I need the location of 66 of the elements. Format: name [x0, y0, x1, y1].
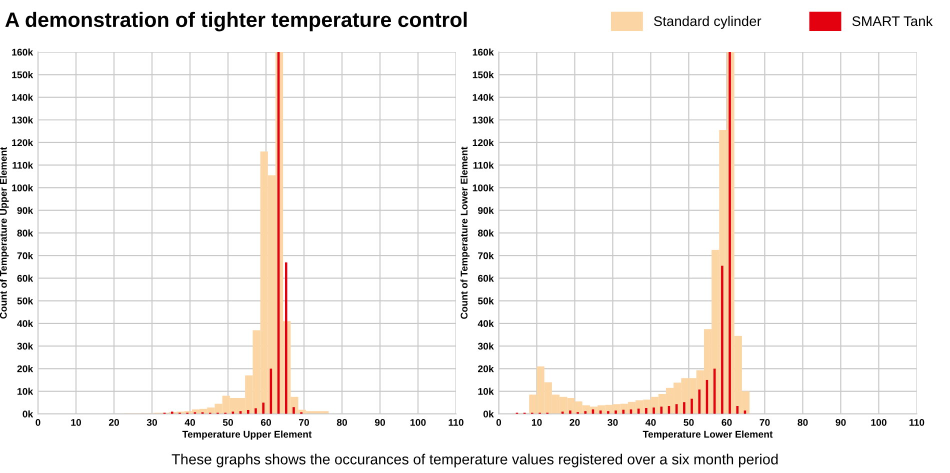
y-tick-label: 150k: [472, 71, 494, 78]
x-tick-label: 10: [71, 418, 82, 426]
x-tick-label: 100: [871, 418, 886, 426]
x-tick-label: 10: [532, 418, 542, 426]
y-tick-label: 20k: [478, 365, 494, 372]
y-tick-label: 110k: [473, 162, 494, 169]
y-axis-title: Count of Temperature Upper Element: [0, 146, 9, 319]
x-tick-label: 90: [374, 418, 386, 426]
x-tick-label: 50: [222, 418, 234, 426]
x-tick-label: 110: [448, 418, 464, 426]
x-axis-title: Temperature Lower Element: [642, 430, 773, 440]
y-tick-label: 160k: [472, 48, 494, 56]
x-tick-label: 0: [496, 418, 502, 426]
y-tick-label: 90k: [17, 206, 34, 214]
y-tick-label: 120k: [12, 138, 34, 146]
x-tick-label: 90: [836, 418, 846, 426]
y-axis-title: Count of Temperature Lower Element: [460, 146, 470, 319]
chart-title: A demonstration of tighter temperature control: [5, 12, 467, 32]
y-tick-label: 0k: [483, 410, 494, 418]
y-tick-label: 100k: [12, 184, 34, 192]
x-tick-label: 70: [299, 418, 310, 426]
y-tick-label: 30k: [17, 342, 34, 350]
y-tick-label: 50k: [17, 297, 34, 304]
x-axis-title: Temperature Upper Element: [182, 430, 312, 440]
y-tick-label: 80k: [17, 229, 34, 237]
y-tick-label: 80k: [478, 229, 494, 237]
x-tick-label: 40: [184, 418, 196, 426]
legend-label: Standard cylinder: [654, 16, 762, 29]
y-tick-label: 120k: [472, 138, 494, 146]
x-tick-label: 70: [760, 418, 770, 426]
y-tick-label: 90k: [478, 206, 494, 214]
y-tick-label: 150k: [12, 71, 34, 78]
x-tick-label: 40: [645, 418, 656, 426]
x-tick-label: 100: [410, 418, 426, 426]
x-tick-label: 0: [36, 418, 40, 426]
y-tick-label: 130k: [12, 116, 34, 124]
y-tick-label: 70k: [17, 252, 34, 260]
x-tick-label: 50: [684, 418, 694, 426]
y-tick-label: 70k: [478, 252, 494, 260]
x-tick-label: 60: [260, 418, 272, 426]
y-tick-label: 10k: [478, 388, 494, 395]
x-tick-label: 30: [146, 418, 158, 426]
y-tick-label: 20k: [17, 365, 34, 372]
y-tick-label: 140k: [12, 94, 34, 101]
y-tick-label: 60k: [17, 274, 34, 282]
y-tick-label: 110k: [12, 162, 34, 169]
y-tick-label: 100k: [472, 184, 494, 192]
y-tick-label: 40k: [478, 320, 494, 328]
x-tick-label: 80: [336, 418, 348, 426]
y-tick-label: 30k: [478, 342, 494, 350]
y-tick-label: 40k: [17, 320, 34, 328]
x-tick-label: 20: [108, 418, 120, 426]
x-tick-label: 30: [608, 418, 618, 426]
legend-label: SMART Tank: [852, 16, 933, 26]
y-tick-label: 160k: [12, 48, 34, 56]
x-tick-label: 80: [798, 418, 808, 426]
text: These graphs shows the occurances of temperature values registered over a six month period: [172, 454, 778, 468]
x-tick-label: 20: [570, 418, 580, 426]
y-tick-label: 140k: [472, 94, 494, 101]
y-tick-label: 0k: [22, 410, 34, 418]
y-tick-label: 60k: [478, 274, 494, 282]
x-tick-label: 110: [910, 418, 924, 426]
y-tick-label: 10k: [18, 388, 34, 395]
x-tick-label: 60: [722, 418, 732, 426]
y-tick-label: 130k: [472, 116, 494, 124]
y-tick-label: 50k: [478, 297, 494, 304]
